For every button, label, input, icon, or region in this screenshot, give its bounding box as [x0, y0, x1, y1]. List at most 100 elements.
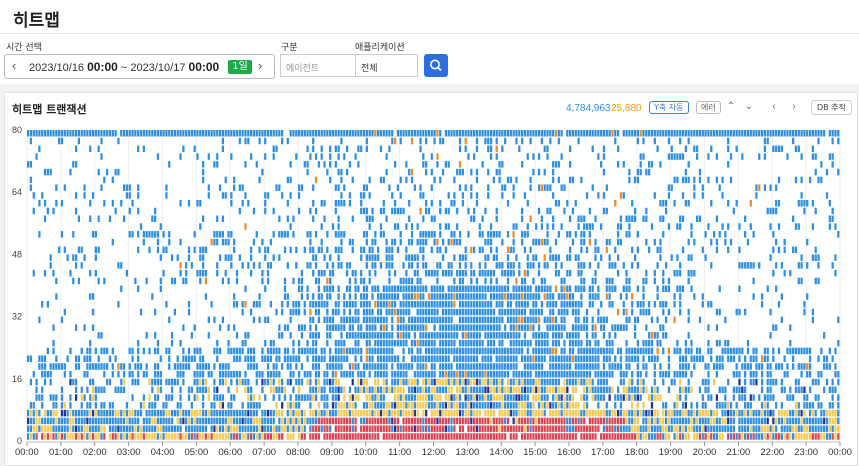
heatmap-cell[interactable]: [351, 409, 354, 417]
heatmap-cell[interactable]: [227, 386, 230, 394]
heatmap-cell[interactable]: [444, 316, 448, 324]
heatmap-cell[interactable]: [326, 168, 329, 176]
heatmap-cell[interactable]: [269, 339, 272, 347]
heatmap-cell[interactable]: [393, 161, 397, 168]
heatmap-cell[interactable]: [571, 378, 575, 386]
heatmap-cell[interactable]: [326, 293, 329, 300]
heatmap-cell[interactable]: [354, 409, 357, 417]
heatmap-cell[interactable]: [351, 176, 354, 184]
heatmap-cell[interactable]: [300, 378, 304, 386]
heatmap-cell[interactable]: [134, 363, 137, 370]
heatmap-cell[interactable]: [227, 371, 230, 378]
heatmap-cell[interactable]: [554, 332, 558, 339]
heatmap-cell[interactable]: [628, 425, 631, 432]
heatmap-cell[interactable]: [546, 130, 549, 137]
heatmap-cell[interactable]: [484, 402, 487, 409]
heatmap-cell[interactable]: [179, 153, 182, 160]
heatmap-cell[interactable]: [261, 371, 264, 378]
heatmap-cell[interactable]: [540, 137, 543, 145]
heatmap-cell[interactable]: [543, 425, 546, 432]
heatmap-cell[interactable]: [461, 301, 464, 308]
heatmap-cell[interactable]: [549, 184, 552, 191]
heatmap-cell[interactable]: [427, 433, 431, 440]
heatmap-cell[interactable]: [537, 425, 541, 432]
heatmap-cell[interactable]: [636, 130, 639, 137]
heatmap-cell[interactable]: [393, 223, 397, 230]
heatmap-cell[interactable]: [540, 409, 543, 417]
heatmap-cell[interactable]: [182, 130, 185, 137]
heatmap-cell[interactable]: [690, 409, 693, 417]
heatmap-cell[interactable]: [410, 262, 414, 269]
heatmap-cell[interactable]: [199, 246, 202, 254]
heatmap-cell[interactable]: [484, 130, 487, 137]
heatmap-cell[interactable]: [86, 386, 89, 394]
heatmap-cell[interactable]: [233, 130, 236, 137]
heatmap-cell[interactable]: [656, 409, 659, 417]
heatmap-cell[interactable]: [377, 425, 380, 432]
heatmap-cell[interactable]: [137, 433, 140, 440]
heatmap-cell[interactable]: [679, 137, 682, 145]
heatmap-cell[interactable]: [320, 293, 323, 300]
heatmap-cell[interactable]: [441, 254, 445, 261]
heatmap-cell[interactable]: [314, 176, 318, 184]
heatmap-cell[interactable]: [371, 425, 374, 432]
heatmap-cell[interactable]: [162, 409, 165, 417]
heatmap-cell[interactable]: [540, 417, 543, 425]
heatmap-cell[interactable]: [456, 371, 459, 378]
heatmap-cell[interactable]: [125, 433, 129, 440]
heatmap-cell[interactable]: [492, 339, 495, 347]
heatmap-cell[interactable]: [453, 371, 456, 378]
heatmap-cell[interactable]: [554, 130, 558, 137]
heatmap-cell[interactable]: [298, 402, 301, 409]
heatmap-cell[interactable]: [447, 293, 450, 300]
heatmap-cell[interactable]: [619, 324, 623, 331]
heatmap-cell[interactable]: [196, 347, 199, 355]
heatmap-cell[interactable]: [154, 130, 157, 137]
heatmap-cell[interactable]: [447, 130, 450, 137]
heatmap-cell[interactable]: [360, 332, 363, 339]
heatmap-cell[interactable]: [170, 378, 174, 386]
heatmap-cell[interactable]: [583, 371, 586, 378]
heatmap-cell[interactable]: [410, 231, 414, 238]
heatmap-cell[interactable]: [693, 363, 696, 370]
heatmap-cell[interactable]: [673, 301, 676, 308]
heatmap-cell[interactable]: [410, 176, 414, 184]
heatmap-cell[interactable]: [775, 285, 778, 292]
heatmap-cell[interactable]: [269, 409, 272, 417]
heatmap-cell[interactable]: [769, 386, 772, 394]
heatmap-cell[interactable]: [557, 355, 560, 362]
heatmap-cell[interactable]: [467, 308, 470, 316]
heatmap-cell[interactable]: [410, 223, 414, 230]
heatmap-cell[interactable]: [413, 378, 416, 386]
heatmap-cell[interactable]: [295, 153, 298, 160]
heatmap-cell[interactable]: [549, 355, 552, 362]
heatmap-cell[interactable]: [399, 238, 402, 246]
heatmap-cell[interactable]: [529, 355, 532, 362]
heatmap-cell[interactable]: [416, 433, 419, 440]
heatmap-cell[interactable]: [43, 355, 47, 362]
heatmap-cell[interactable]: [475, 199, 479, 207]
heatmap-cell[interactable]: [354, 308, 357, 316]
heatmap-cell[interactable]: [399, 409, 402, 417]
heatmap-cell[interactable]: [656, 433, 659, 440]
heatmap-cell[interactable]: [385, 293, 388, 300]
heatmap-cell[interactable]: [323, 425, 326, 432]
heatmap-cell[interactable]: [498, 130, 501, 137]
heatmap-cell[interactable]: [718, 386, 721, 394]
heatmap-cell[interactable]: [258, 137, 261, 145]
heatmap-cell[interactable]: [611, 277, 614, 285]
heatmap-cell[interactable]: [456, 386, 459, 394]
heatmap-cell[interactable]: [317, 277, 320, 285]
heatmap-cell[interactable]: [377, 285, 380, 292]
heatmap-cell[interactable]: [221, 394, 224, 401]
heatmap-cell[interactable]: [343, 425, 346, 432]
heatmap-cell[interactable]: [176, 378, 179, 386]
heatmap-cell[interactable]: [797, 223, 800, 230]
heatmap-cell[interactable]: [371, 246, 374, 254]
heatmap-cell[interactable]: [710, 145, 713, 153]
heatmap-cell[interactable]: [453, 192, 456, 199]
heatmap-cell[interactable]: [89, 355, 92, 362]
heatmap-cell[interactable]: [422, 262, 425, 269]
heatmap-cell[interactable]: [580, 262, 583, 269]
heatmap-cell[interactable]: [529, 184, 532, 191]
